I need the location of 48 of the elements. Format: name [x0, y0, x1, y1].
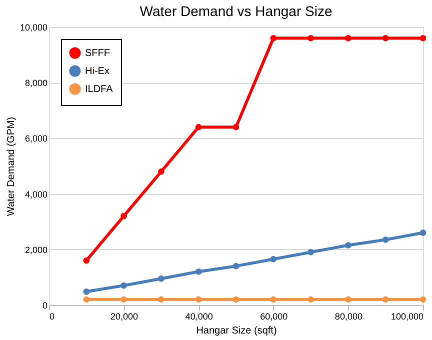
x-axis-title: Hangar Size (sqft): [196, 326, 277, 336]
y-tick-label: 4,000: [24, 189, 48, 200]
point: [195, 296, 202, 303]
point: [270, 34, 277, 42]
point: [382, 34, 389, 42]
legend-label: SFFF: [85, 48, 110, 59]
point: [195, 268, 202, 275]
point: [120, 296, 127, 303]
point: [345, 296, 352, 303]
point: [308, 296, 314, 303]
point: [232, 124, 240, 130]
x-tick-label: 20,000: [110, 312, 138, 322]
point: [232, 262, 240, 270]
y-tick-label: 6,000: [24, 134, 48, 144]
x-tick-label: 60,000: [260, 312, 288, 322]
point: [158, 168, 164, 175]
y-tick-label: 8,000: [24, 78, 48, 88]
x-tick-label: 40,000: [185, 312, 213, 322]
legend-label: ILDFA: [85, 84, 114, 95]
point: [308, 34, 314, 42]
x-tick-label: 0: [50, 312, 55, 322]
legend-label: Hi-Ex: [85, 66, 110, 77]
point: [83, 288, 90, 295]
point: [120, 282, 127, 289]
point: [270, 296, 277, 303]
y-axis-title: Water Demand (GPM): [6, 116, 17, 216]
point: [420, 34, 426, 42]
point: [345, 242, 352, 248]
x-tick-label: 80,000: [334, 312, 362, 322]
point: [83, 296, 90, 303]
point: [232, 296, 240, 303]
point: [382, 236, 389, 243]
y-tick-label: 2,000: [24, 244, 48, 255]
point: [270, 256, 277, 262]
y-tick-label: 0: [42, 300, 48, 310]
point: [420, 230, 426, 236]
y-tick-label: 10,000: [20, 22, 48, 32]
point: [195, 124, 202, 130]
point: [345, 34, 352, 42]
chart-title: Water Demand vs Hangar Size: [140, 3, 332, 19]
point: [158, 275, 164, 282]
x-tick-label: 100,000: [390, 312, 424, 322]
point: [382, 296, 389, 303]
point: [308, 249, 314, 256]
point: [83, 257, 90, 264]
point: [158, 296, 164, 303]
point: [420, 296, 426, 303]
point: [120, 212, 127, 220]
